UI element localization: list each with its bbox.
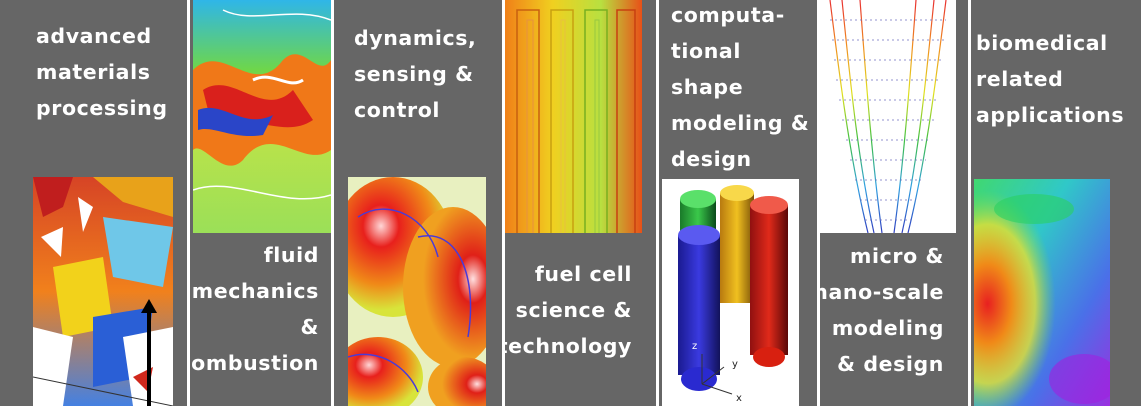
biomedical-heatmap-image — [974, 179, 1110, 406]
panel-fuelcell: fuel cell science & technology — [505, 0, 656, 406]
panel-dynamics-label: dynamics, sensing & control — [354, 26, 477, 122]
panel-biomedical-label: biomedical related applications — [976, 31, 1125, 127]
panel-materials-label: advanced materials processing — [36, 24, 168, 120]
panel-shape: computa- tional shape modeling & design — [659, 0, 817, 406]
cylinder-shapes-image: z y x — [662, 179, 799, 406]
combustion-simulation-image — [193, 0, 331, 233]
panel-fluid-label: fluid mechanics & combustion — [190, 243, 319, 375]
panel-biomedical: biomedical related applications — [971, 0, 1141, 406]
panel-shape-label: computa- tional shape modeling & design — [671, 3, 810, 171]
grain-structure-image — [33, 177, 173, 406]
panel-micro: micro & nano-scale modeling & design — [820, 0, 968, 406]
panel-dynamics: dynamics, sensing & control — [334, 0, 502, 406]
z-axis-label: z — [692, 341, 697, 352]
surface-plot-image — [348, 177, 486, 406]
panel-fluid: fluid mechanics & combustion — [190, 0, 331, 406]
panel-fuelcell-label: fuel cell science & technology — [505, 262, 632, 358]
panel-micro-label: micro & nano-scale modeling & design — [820, 244, 944, 376]
panel-materials: advanced materials processing — [0, 0, 187, 406]
nanoscale-rings-image — [820, 0, 956, 233]
y-axis-label: y — [732, 359, 738, 370]
fuel-cell-channels-image — [505, 0, 642, 233]
x-axis-label: x — [736, 393, 742, 404]
